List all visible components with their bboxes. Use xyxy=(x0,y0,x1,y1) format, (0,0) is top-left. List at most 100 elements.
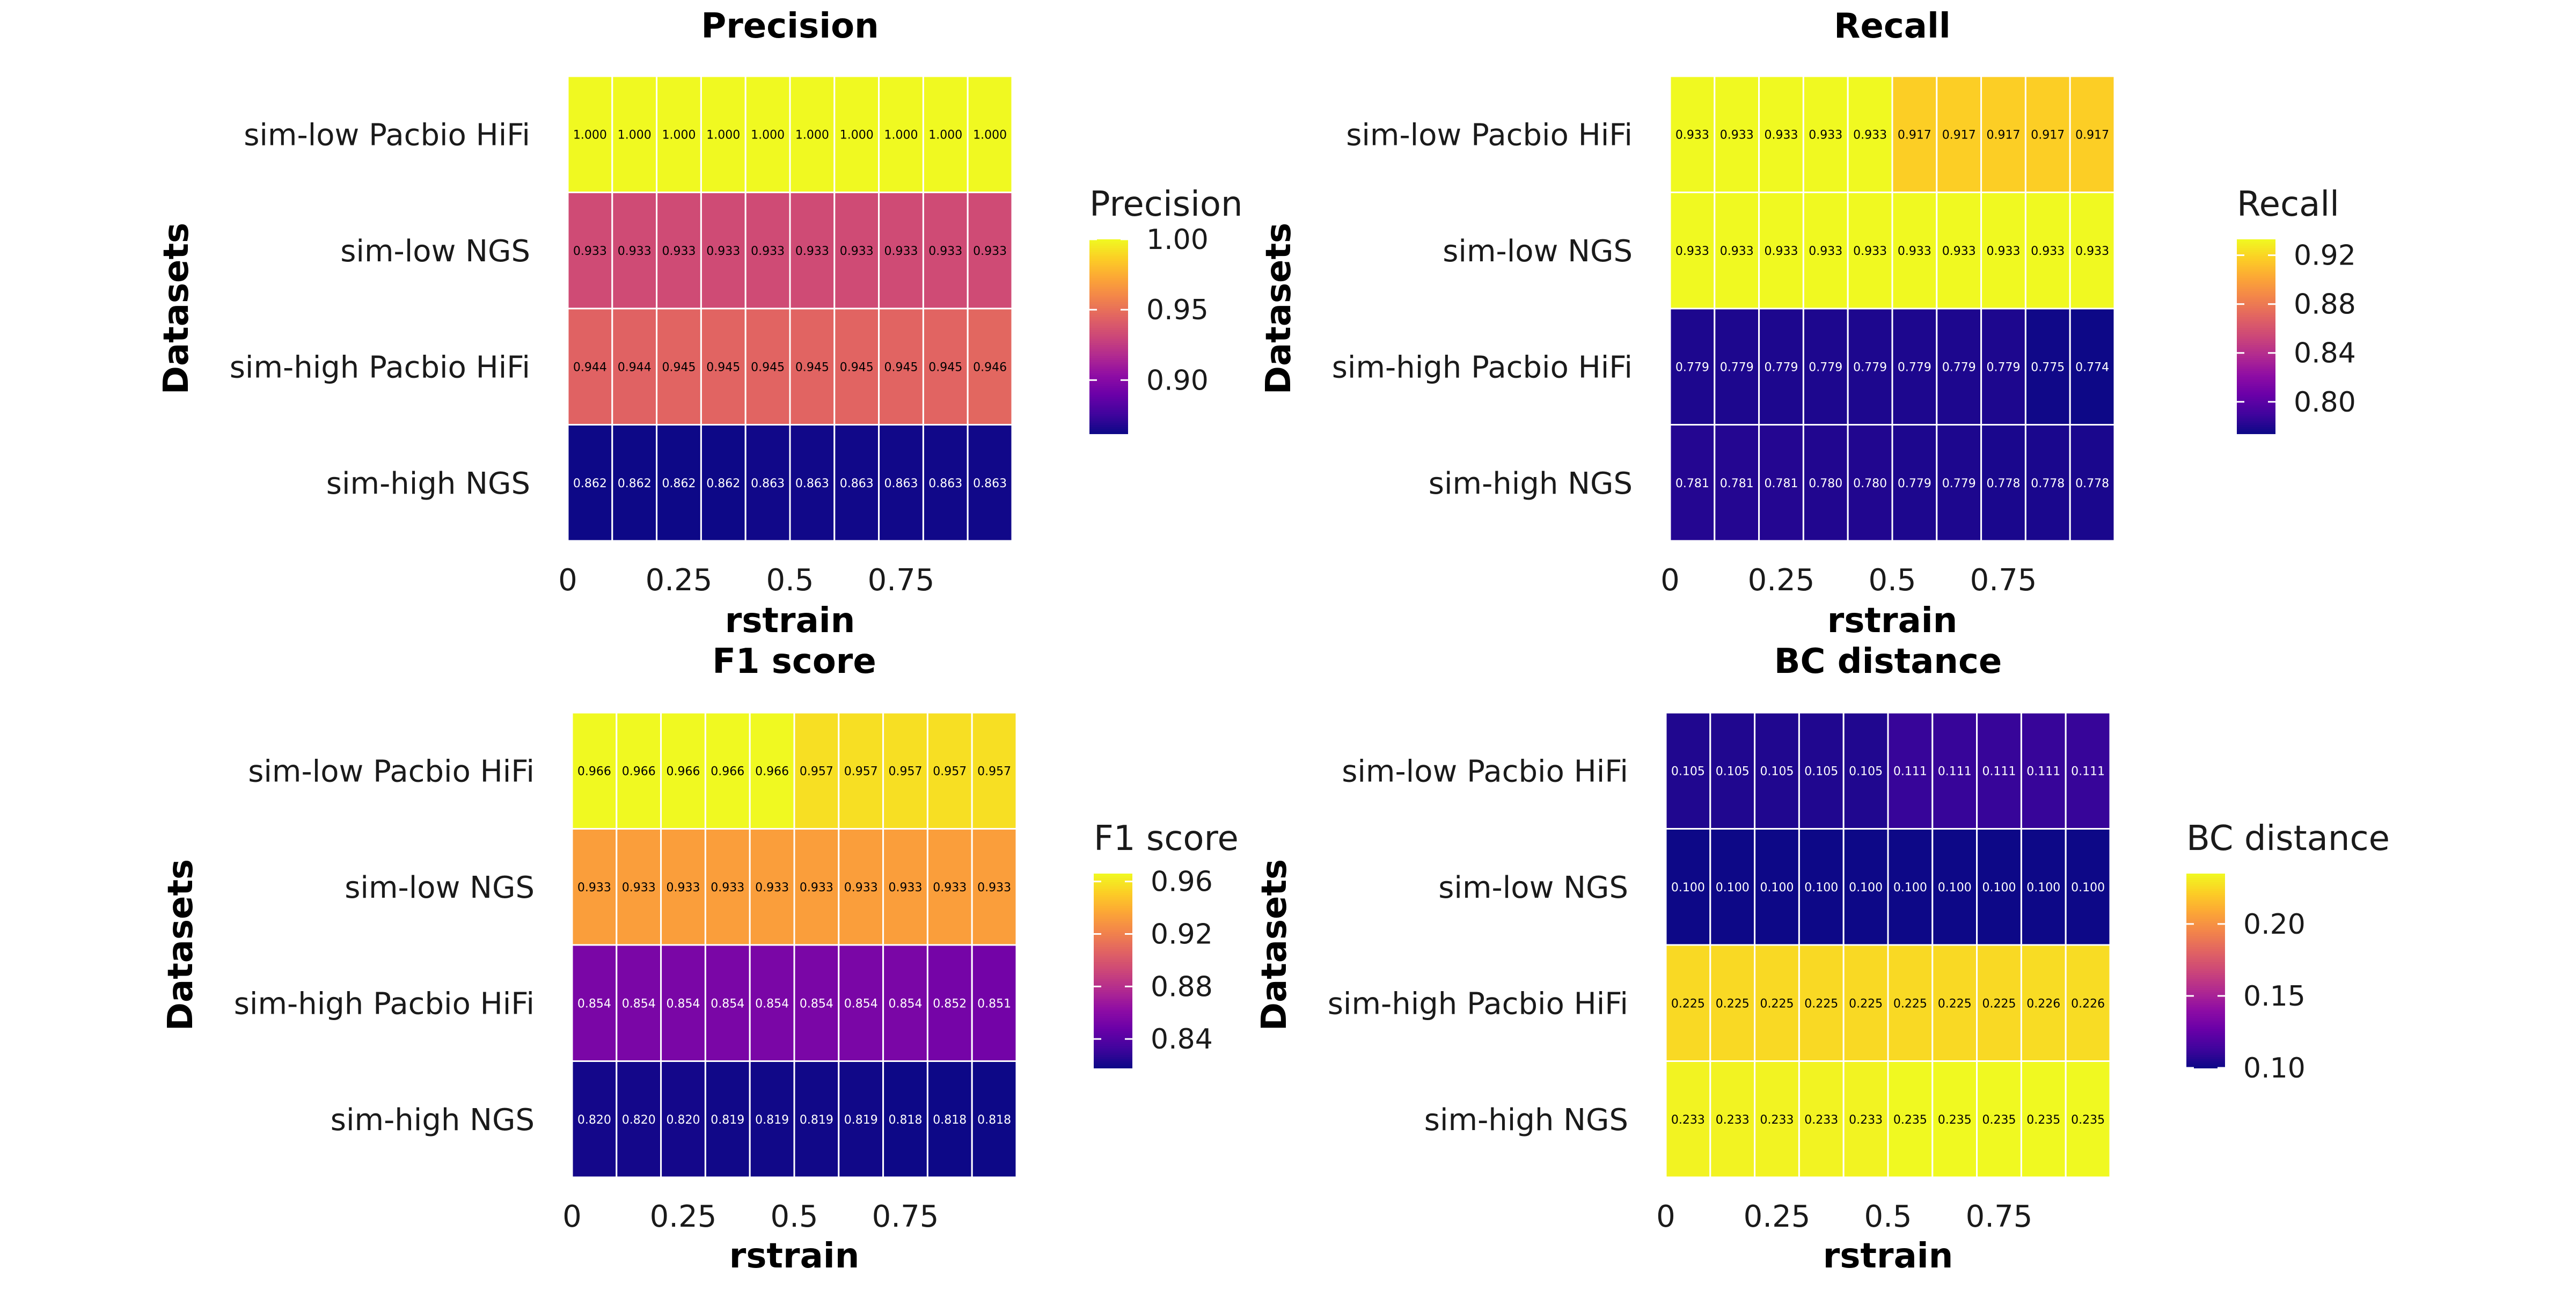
legend-colorbar-segment xyxy=(2186,919,2225,922)
legend-colorbar-segment xyxy=(1094,929,1132,933)
heatmap-cell xyxy=(571,1060,618,1178)
heatmap-cell xyxy=(1798,1060,1845,1178)
cell-value-label: 0.100 xyxy=(1849,881,1883,895)
cell-value-label: 0.779 xyxy=(1898,361,1931,374)
legend-colorbar-segment xyxy=(2237,356,2275,359)
legend-colorbar-segment xyxy=(2237,289,2275,292)
row-label: sim-high Pacbio HiFi xyxy=(230,350,530,385)
legend-colorbar-segment xyxy=(1089,356,1128,359)
legend-colorbar-segment xyxy=(2237,403,2275,406)
row-label: sim-low Pacbio HiFi xyxy=(244,118,530,152)
heatmap-cell xyxy=(922,307,969,426)
legend-colorbar-segment xyxy=(1094,1018,1132,1021)
row-label: sim-low Pacbio HiFi xyxy=(248,754,535,789)
heatmap-cell xyxy=(1936,307,1982,426)
legend-colorbar-segment xyxy=(2186,966,2225,969)
row-label: sim-high NGS xyxy=(1429,466,1633,501)
legend-colorbar-segment xyxy=(2237,250,2275,253)
legend-colorbar-segment xyxy=(2186,951,2225,954)
cell-value-label: 0.774 xyxy=(2075,361,2109,374)
legend-colorbar-segment xyxy=(2186,1024,2225,1028)
legend-colorbar-segment xyxy=(1089,299,1128,303)
legend-colorbar-segment xyxy=(2186,962,2225,965)
legend-colorbar-segment xyxy=(2186,1027,2225,1030)
heatmap-cell xyxy=(967,424,1013,542)
heatmap-cell xyxy=(1847,192,1893,310)
row-label: sim-low NGS xyxy=(1443,234,1633,269)
legend-colorbar-segment xyxy=(2186,1016,2225,1019)
panel-title: BC distance xyxy=(1774,642,2002,681)
heatmap-cell xyxy=(616,1060,662,1178)
legend-colorbar-segment xyxy=(2237,310,2275,313)
cell-value-label: 0.226 xyxy=(2026,997,2060,1010)
legend-colorbar-segment xyxy=(1094,1037,1132,1040)
cell-value-label: 0.105 xyxy=(1760,765,1794,778)
cell-value-label: 0.233 xyxy=(1671,1113,1705,1127)
heatmap-cell xyxy=(793,712,840,830)
legend-colorbar-segment xyxy=(1089,272,1128,275)
legend-colorbar-segment xyxy=(1094,876,1132,879)
cell-value-label: 0.933 xyxy=(662,245,696,258)
legend-colorbar-segment xyxy=(1089,269,1128,273)
cell-value-label: 0.933 xyxy=(1675,245,1709,258)
cell-value-label: 0.933 xyxy=(1809,245,1842,258)
legend-colorbar-segment xyxy=(1094,1057,1132,1060)
cell-value-label: 0.854 xyxy=(889,997,923,1010)
legend-colorbar-segment xyxy=(1094,927,1132,930)
legend-colorbar-segment xyxy=(2237,272,2275,275)
cell-value-label: 0.100 xyxy=(1982,881,2016,895)
heatmap-cell xyxy=(1709,712,1756,830)
legend-colorbar-segment xyxy=(2237,334,2275,337)
heatmap-cell xyxy=(1887,1060,1934,1178)
x-tick-label: 0.5 xyxy=(1864,1199,1912,1234)
legend-colorbar-segment xyxy=(2237,259,2275,262)
legend-colorbar-segment xyxy=(1089,276,1128,279)
cell-value-label: 0.966 xyxy=(622,765,656,778)
legend-colorbar-segment xyxy=(1089,394,1128,398)
legend-colorbar-segment xyxy=(2237,336,2275,340)
legend-colorbar-segment xyxy=(2186,921,2225,924)
legend-colorbar-segment xyxy=(1094,940,1132,943)
heatmap-cell xyxy=(971,944,1018,1062)
cell-value-label: 0.933 xyxy=(933,881,967,895)
legend-colorbar-segment xyxy=(1089,379,1128,383)
legend-colorbar-segment xyxy=(2237,379,2275,383)
cell-value-label: 0.100 xyxy=(1938,881,1972,895)
legend-colorbar-segment xyxy=(2237,276,2275,279)
legend-colorbar-segment xyxy=(2186,1061,2225,1064)
heatmap-cell xyxy=(882,944,928,1062)
heatmap-cell xyxy=(1980,192,2026,310)
legend-colorbar-segment xyxy=(2237,308,2275,311)
heatmap-cell xyxy=(1931,828,1978,946)
heatmap-cell xyxy=(789,192,836,310)
legend-colorbar-segment xyxy=(1089,339,1128,342)
legend-colorbar-segment xyxy=(2237,382,2275,385)
legend-colorbar-segment xyxy=(1094,1009,1132,1013)
cell-value-label: 0.779 xyxy=(1987,361,2021,374)
cell-value-label: 0.111 xyxy=(1938,765,1972,778)
legend-colorbar-segment xyxy=(1089,416,1128,419)
cell-value-label: 0.852 xyxy=(933,997,967,1010)
legend-colorbar-segment xyxy=(2237,373,2275,376)
cell-value-label: 0.233 xyxy=(1849,1113,1883,1127)
heatmap-cell xyxy=(789,424,836,542)
legend-colorbar-segment xyxy=(1089,399,1128,402)
legend-colorbar-segment xyxy=(1094,1044,1132,1047)
cell-value-label: 0.100 xyxy=(1760,881,1794,895)
heatmap-cell xyxy=(2024,192,2071,310)
legend-colorbar-segment xyxy=(2186,925,2225,928)
heatmap-cell xyxy=(2069,192,2116,310)
cell-value-label: 0.917 xyxy=(1987,128,2021,142)
legend-tick-label: 0.92 xyxy=(1151,919,1213,951)
heatmap-cell xyxy=(749,1060,795,1178)
legend-colorbar-segment xyxy=(1089,373,1128,376)
heatmap-cell xyxy=(878,424,924,542)
legend-colorbar-segment xyxy=(1094,889,1132,892)
legend-colorbar-segment xyxy=(2186,1042,2225,1045)
legend-colorbar-segment xyxy=(1094,914,1132,918)
legend-colorbar-segment xyxy=(2186,938,2225,941)
legend-colorbar-segment xyxy=(2186,1065,2225,1068)
cell-value-label: 0.225 xyxy=(1938,997,1972,1010)
heatmap-cell xyxy=(1847,424,1893,542)
legend-colorbar-segment xyxy=(2186,906,2225,909)
